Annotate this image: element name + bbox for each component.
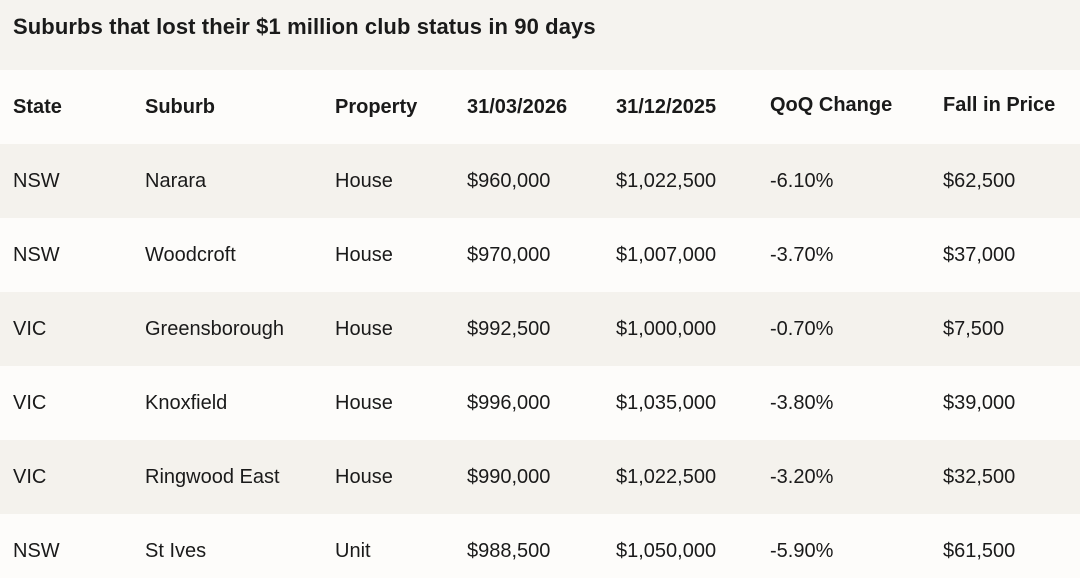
cell-price-current: $960,000 [467,170,551,192]
cell-property: House [335,244,393,266]
cell-property: Unit [335,540,371,562]
table-row: VIC Greensborough House $992,500 $1,000,… [0,292,1080,366]
header-date-current: 31/03/2026 [467,96,568,118]
header-state: State [13,96,62,118]
cell-suburb: St Ives [145,540,207,562]
cell-suburb: Greensborough [145,318,284,340]
cell-price-previous: $1,007,000 [616,244,717,266]
data-table: State Suburb Property 31/03/2026 31/12/2… [0,70,1080,578]
cell-price-previous: $1,050,000 [616,540,717,562]
cell-fall-in-price: $39,000 [943,392,1016,414]
table-row: NSW Narara House $960,000 $1,022,500 -6.… [0,144,1080,218]
table-header-row: State Suburb Property 31/03/2026 31/12/2… [0,70,1080,144]
cell-price-current: $992,500 [467,318,551,340]
cell-qoq-change: -5.90% [770,540,834,562]
cell-property: House [335,318,393,340]
cell-price-previous: $1,000,000 [616,318,717,340]
header-property: Property [335,96,418,118]
cell-price-previous: $1,035,000 [616,392,717,414]
cell-state: VIC [13,318,47,340]
header-suburb: Suburb [145,96,215,118]
cell-suburb: Narara [145,170,207,192]
cell-fall-in-price: $37,000 [943,244,1016,266]
table-row: NSW St Ives Unit $988,500 $1,050,000 -5.… [0,514,1080,578]
cell-qoq-change: -0.70% [770,318,834,340]
cell-state: NSW [13,170,60,192]
cell-price-current: $990,000 [467,466,551,488]
cell-state: NSW [13,244,60,266]
header-date-previous: 31/12/2025 [616,96,717,118]
cell-fall-in-price: $32,500 [943,466,1016,488]
cell-suburb: Ringwood East [145,466,280,488]
cell-price-current: $970,000 [467,244,551,266]
cell-state: VIC [13,392,47,414]
table-row: VIC Knoxfield House $996,000 $1,035,000 … [0,366,1080,440]
cell-suburb: Woodcroft [145,244,236,266]
cell-price-previous: $1,022,500 [616,466,717,488]
cell-state: VIC [13,466,47,488]
cell-fall-in-price: $7,500 [943,318,1005,340]
cell-property: House [335,466,393,488]
cell-qoq-change: -3.80% [770,392,834,414]
table-title: Suburbs that lost their $1 million club … [13,14,596,39]
cell-price-current: $988,500 [467,540,551,562]
cell-price-current: $996,000 [467,392,551,414]
header-qoq-change: QoQ Change [770,94,893,116]
table-row: NSW Woodcroft House $970,000 $1,007,000 … [0,218,1080,292]
cell-property: House [335,170,393,192]
cell-price-previous: $1,022,500 [616,170,717,192]
cell-qoq-change: -3.70% [770,244,834,266]
table-row: VIC Ringwood East House $990,000 $1,022,… [0,440,1080,514]
cell-qoq-change: -3.20% [770,466,834,488]
cell-qoq-change: -6.10% [770,170,834,192]
header-fall-in-price: Fall in Price [943,94,1056,116]
cell-fall-in-price: $61,500 [943,540,1016,562]
cell-fall-in-price: $62,500 [943,170,1016,192]
cell-property: House [335,392,393,414]
cell-suburb: Knoxfield [145,392,228,414]
cell-state: NSW [13,540,60,562]
